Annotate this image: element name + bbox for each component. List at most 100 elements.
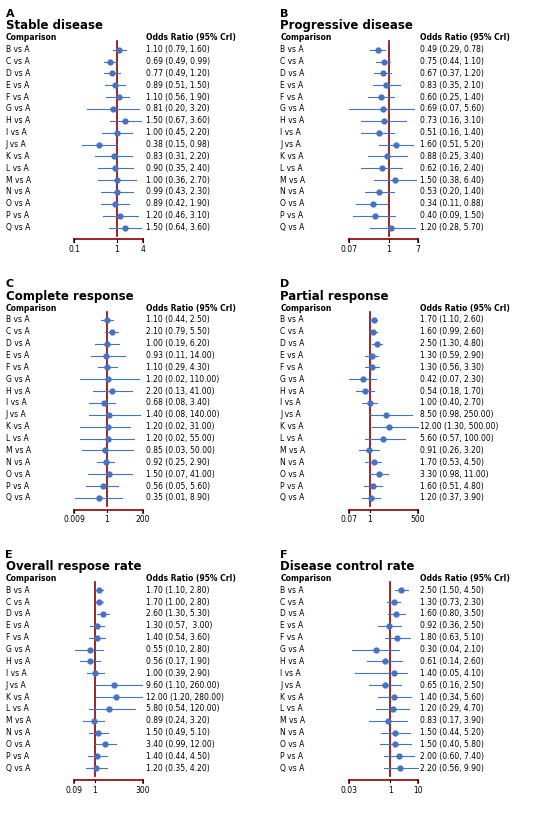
Text: P vs A: P vs A: [280, 481, 304, 490]
Text: E vs A: E vs A: [6, 81, 29, 90]
Text: I vs A: I vs A: [280, 669, 301, 678]
Text: D vs A: D vs A: [280, 339, 305, 348]
Text: 1.40 (0.08, 140.00): 1.40 (0.08, 140.00): [146, 410, 219, 419]
Text: G vs A: G vs A: [6, 104, 30, 113]
Text: 1.60 (0.80, 3.50): 1.60 (0.80, 3.50): [420, 610, 484, 619]
Text: 1: 1: [104, 516, 109, 525]
Text: 1.40 (0.54, 3.60): 1.40 (0.54, 3.60): [146, 633, 210, 642]
Text: K vs A: K vs A: [6, 693, 29, 702]
Text: G vs A: G vs A: [280, 645, 305, 654]
Text: 0.56 (0.05, 5.60): 0.56 (0.05, 5.60): [146, 481, 210, 490]
Text: J vs A: J vs A: [6, 140, 26, 149]
Text: 8.50 (0.98, 250.00): 8.50 (0.98, 250.00): [420, 410, 494, 419]
Text: 0.83 (0.31, 2.20): 0.83 (0.31, 2.20): [146, 152, 209, 161]
Text: 0.73 (0.16, 3.10): 0.73 (0.16, 3.10): [420, 117, 484, 126]
Text: 1.30 (0.56, 3.30): 1.30 (0.56, 3.30): [420, 363, 485, 372]
Text: C vs A: C vs A: [6, 597, 29, 606]
Text: Q vs A: Q vs A: [280, 223, 305, 232]
Text: 1.40 (0.05, 4.10): 1.40 (0.05, 4.10): [420, 669, 484, 678]
Text: H vs A: H vs A: [6, 117, 30, 126]
Text: 0.83 (0.35, 2.10): 0.83 (0.35, 2.10): [420, 81, 484, 90]
Text: 1.70 (1.10, 2.80): 1.70 (1.10, 2.80): [146, 586, 209, 595]
Text: D: D: [280, 279, 289, 290]
Text: 1: 1: [367, 516, 372, 525]
Text: 2.50 (1.50, 4.50): 2.50 (1.50, 4.50): [420, 586, 484, 595]
Text: P vs A: P vs A: [6, 752, 29, 761]
Text: B vs A: B vs A: [6, 45, 29, 54]
Text: L vs A: L vs A: [6, 434, 28, 443]
Text: O vs A: O vs A: [280, 199, 305, 208]
Text: 1.80 (0.63, 5.10): 1.80 (0.63, 5.10): [420, 633, 484, 642]
Text: I vs A: I vs A: [6, 128, 26, 137]
Text: E: E: [6, 550, 13, 560]
Text: B vs A: B vs A: [6, 586, 29, 595]
Text: 1.60 (0.51, 4.80): 1.60 (0.51, 4.80): [420, 481, 484, 490]
Text: I vs A: I vs A: [280, 398, 301, 407]
Text: I vs A: I vs A: [6, 669, 26, 678]
Text: O vs A: O vs A: [6, 470, 30, 479]
Text: Odds Ratio (95% CrI): Odds Ratio (95% CrI): [146, 574, 235, 583]
Text: P vs A: P vs A: [6, 481, 29, 490]
Text: 1.20 (0.02, 55.00): 1.20 (0.02, 55.00): [146, 434, 214, 443]
Text: 2.50 (1.30, 4.80): 2.50 (1.30, 4.80): [420, 339, 484, 348]
Text: 0.77 (0.49, 1.20): 0.77 (0.49, 1.20): [146, 69, 210, 78]
Text: C vs A: C vs A: [6, 327, 29, 336]
Text: L vs A: L vs A: [280, 704, 303, 713]
Text: E vs A: E vs A: [280, 81, 304, 90]
Text: F vs A: F vs A: [280, 92, 303, 102]
Text: 2.10 (0.79, 5.50): 2.10 (0.79, 5.50): [146, 327, 210, 336]
Text: 9.60 (1.10, 260.00): 9.60 (1.10, 260.00): [146, 681, 219, 690]
Text: Complete response: Complete response: [6, 290, 133, 303]
Text: 0.60 (0.25, 1.40): 0.60 (0.25, 1.40): [420, 92, 484, 102]
Text: A: A: [6, 9, 14, 19]
Text: 1: 1: [386, 245, 391, 254]
Text: 10: 10: [413, 786, 422, 795]
Text: C: C: [6, 279, 14, 290]
Text: H vs A: H vs A: [280, 657, 305, 666]
Text: C vs A: C vs A: [6, 57, 29, 66]
Text: E vs A: E vs A: [6, 621, 29, 630]
Text: 0.34 (0.11, 0.88): 0.34 (0.11, 0.88): [420, 199, 484, 208]
Text: J vs A: J vs A: [280, 681, 301, 690]
Text: Disease control rate: Disease control rate: [280, 560, 415, 573]
Text: Q vs A: Q vs A: [280, 764, 305, 773]
Text: 0.49 (0.29, 0.78): 0.49 (0.29, 0.78): [420, 45, 484, 54]
Text: D vs A: D vs A: [280, 69, 305, 78]
Text: 0.75 (0.44, 1.10): 0.75 (0.44, 1.10): [420, 57, 484, 66]
Text: Comparison: Comparison: [280, 574, 332, 583]
Text: L vs A: L vs A: [280, 434, 303, 443]
Text: D vs A: D vs A: [6, 339, 30, 348]
Text: 0.009: 0.009: [63, 516, 85, 525]
Text: 1.20 (0.46, 3.10): 1.20 (0.46, 3.10): [146, 211, 210, 220]
Text: 1.50 (0.67, 3.60): 1.50 (0.67, 3.60): [146, 117, 210, 126]
Text: 0.88 (0.25, 3.40): 0.88 (0.25, 3.40): [420, 152, 484, 161]
Text: 12.00 (1.20, 280.00): 12.00 (1.20, 280.00): [146, 693, 223, 702]
Text: L vs A: L vs A: [280, 164, 303, 173]
Text: H vs A: H vs A: [6, 387, 30, 396]
Text: M vs A: M vs A: [280, 175, 305, 184]
Text: 1.40 (0.44, 4.50): 1.40 (0.44, 4.50): [146, 752, 210, 761]
Text: C vs A: C vs A: [280, 327, 304, 336]
Text: H vs A: H vs A: [280, 117, 305, 126]
Text: 1.10 (0.56, 1.90): 1.10 (0.56, 1.90): [146, 92, 210, 102]
Text: 1.50 (0.49, 5.10): 1.50 (0.49, 5.10): [146, 728, 210, 737]
Text: 2.20 (0.56, 9.90): 2.20 (0.56, 9.90): [420, 764, 484, 773]
Text: 200: 200: [136, 516, 150, 525]
Text: K vs A: K vs A: [6, 152, 29, 161]
Text: 0.54 (0.18, 1.70): 0.54 (0.18, 1.70): [420, 387, 484, 396]
Text: M vs A: M vs A: [6, 716, 31, 725]
Text: 0.42 (0.07, 2.30): 0.42 (0.07, 2.30): [420, 375, 484, 384]
Text: P vs A: P vs A: [280, 211, 304, 220]
Text: 4: 4: [140, 245, 145, 254]
Text: G vs A: G vs A: [6, 645, 30, 654]
Text: H vs A: H vs A: [6, 657, 30, 666]
Text: G vs A: G vs A: [280, 375, 305, 384]
Text: 0.69 (0.07, 5.60): 0.69 (0.07, 5.60): [420, 104, 485, 113]
Text: 0.35 (0.01, 8.90): 0.35 (0.01, 8.90): [146, 494, 210, 503]
Text: 0.93 (0.11, 14.00): 0.93 (0.11, 14.00): [146, 351, 214, 360]
Text: K vs A: K vs A: [280, 693, 304, 702]
Text: B: B: [280, 9, 289, 19]
Text: Progressive disease: Progressive disease: [280, 20, 413, 33]
Text: 1.00 (0.19, 6.20): 1.00 (0.19, 6.20): [146, 339, 210, 348]
Text: Comparison: Comparison: [280, 33, 332, 42]
